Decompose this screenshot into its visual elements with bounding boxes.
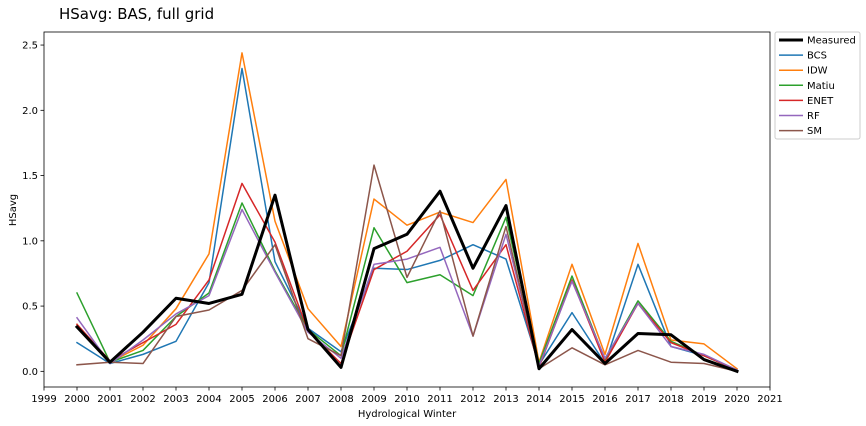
x-tick-label: 2013: [493, 394, 518, 405]
series-line-measured: [74, 189, 739, 374]
x-tick-label: 2009: [361, 394, 386, 405]
y-tick-label: 0.5: [22, 302, 38, 313]
x-axis: 1999 2000 2001 2002 2003 2004 2005 2006 2007 2008…: [31, 387, 783, 405]
x-axis-label: Hydrological Winter: [358, 409, 457, 420]
x-tick-label: 2005: [229, 394, 254, 405]
legend-label-sm: SM: [807, 126, 822, 137]
legend-label-matiu: Matiu: [807, 81, 835, 92]
x-tick-label: 2010: [394, 394, 419, 405]
x-tick-label: 2002: [130, 394, 155, 405]
x-tick-label: 2007: [295, 394, 320, 405]
x-tick-label: 2015: [559, 394, 584, 405]
y-tick-label: 1.0: [22, 236, 38, 247]
series-line-sm: [76, 164, 738, 373]
y-axis-label: HSavg: [8, 194, 19, 226]
series-line-idw: [75, 52, 739, 370]
y-tick-label: 2.0: [22, 106, 38, 117]
series-line-matiu: [76, 202, 738, 372]
series-line-rf: [75, 208, 738, 372]
y-tick-label: 0.0: [22, 367, 38, 378]
y-axis: 0.0 0.5 1.0 1.5 2.0 2.5: [22, 41, 44, 378]
x-tick-label: 2001: [97, 394, 122, 405]
chart-title: HSavg: BAS, full grid: [59, 5, 214, 23]
legend: Measured BCS IDW Matiu ENET RF SM: [774, 31, 861, 140]
legend-label-enet: ENET: [807, 96, 834, 107]
x-tick-label: 2004: [196, 394, 221, 405]
legend-label-bcs: BCS: [807, 51, 827, 62]
x-tick-label: 2016: [592, 394, 617, 405]
x-tick-label: 1999: [31, 394, 56, 405]
y-tick-label: 1.5: [22, 171, 38, 182]
x-tick-label: 2017: [625, 394, 650, 405]
series-lines: [74, 52, 739, 374]
x-tick-label: 2006: [262, 394, 287, 405]
legend-label-measured: Measured: [807, 36, 856, 47]
x-tick-label: 2018: [658, 394, 683, 405]
x-tick-label: 2021: [757, 394, 782, 405]
legend-label-rf: RF: [807, 111, 820, 122]
x-tick-label: 2003: [163, 394, 188, 405]
series-line-bcs: [75, 67, 738, 372]
y-tick-label: 2.5: [22, 41, 38, 52]
x-tick-label: 2011: [427, 394, 452, 405]
legend-box: [774, 31, 861, 140]
x-tick-label: 2008: [328, 394, 353, 405]
x-tick-label: 2019: [691, 394, 716, 405]
x-tick-label: 2000: [64, 394, 89, 405]
legend-label-idw: IDW: [807, 66, 828, 77]
x-tick-label: 2012: [460, 394, 485, 405]
x-tick-label: 2014: [526, 394, 551, 405]
x-tick-label: 2020: [724, 394, 749, 405]
